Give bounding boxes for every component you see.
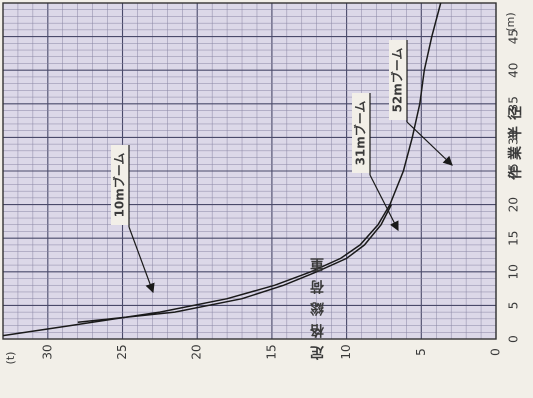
- y-tick-label: 15: [264, 344, 278, 359]
- series-line-2: [77, 204, 393, 323]
- x-tick-label: 20: [507, 197, 521, 212]
- curves: [2, 2, 442, 337]
- x-tick-label: 45: [507, 29, 521, 44]
- y-tick-label: 0: [489, 348, 503, 356]
- x-tick-label: 30: [507, 130, 521, 145]
- y-tick-label: 5: [414, 348, 428, 356]
- annotation-label-2: 31mブーム: [353, 101, 368, 166]
- y-tick-labels: 0 5 10 15 20 25 30: [40, 344, 502, 359]
- annotations: 10mブーム 31mブーム 52mブーム: [111, 40, 453, 294]
- y-tick-label: 10: [339, 344, 353, 359]
- plot-frame: [2, 2, 497, 340]
- y-tick-label: 25: [115, 344, 129, 359]
- x-tick-label: 10: [507, 264, 521, 279]
- y-tick-label: 20: [190, 344, 204, 359]
- x-tick-labels: 0 5 10 15 20 25 30 35 40 45: [507, 29, 521, 343]
- x-tick-label: 15: [507, 231, 521, 246]
- x-tick-label: 0: [507, 335, 521, 343]
- annotation-leader: [406, 121, 453, 166]
- annotation-label-3: 52mブーム: [390, 48, 405, 113]
- x-tick-label: 25: [507, 163, 521, 178]
- y-axis-title: 作業半径: [507, 100, 524, 180]
- annotation-label-1: 10mブーム: [112, 153, 127, 218]
- annotation-leader: [128, 226, 155, 294]
- y-axis-unit: (m): [504, 12, 517, 31]
- x-axis-title: 定格総荷重: [309, 250, 326, 361]
- x-tick-label: 5: [507, 302, 521, 310]
- x-axis-unit: (t): [4, 352, 17, 365]
- annotation-box: [389, 40, 407, 120]
- x-tick-label: 40: [507, 63, 521, 78]
- series-line-1: [389, 2, 442, 205]
- annotation-box: [111, 145, 129, 225]
- y-tick-label: 30: [40, 344, 54, 359]
- annotation-leader: [369, 174, 399, 232]
- annotation-box: [352, 93, 370, 173]
- series-line-3: [2, 204, 391, 337]
- x-tick-label: 35: [507, 96, 521, 111]
